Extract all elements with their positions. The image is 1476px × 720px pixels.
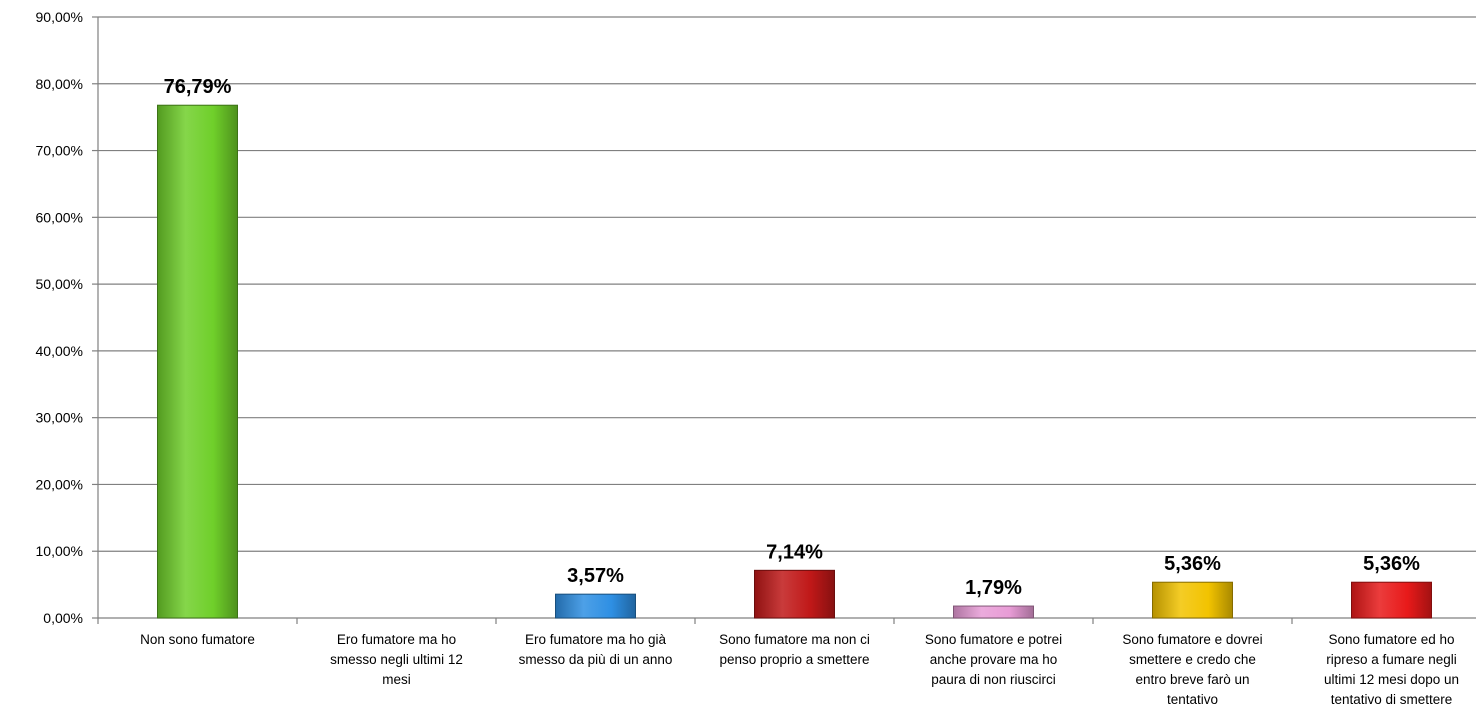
- y-tick-label: 20,00%: [36, 476, 83, 492]
- bar: [1351, 581, 1432, 619]
- bar: [157, 104, 238, 619]
- y-tick-label: 50,00%: [36, 276, 83, 292]
- x-category-label: Ero fumatore ma ho già smesso da più di u…: [519, 632, 673, 667]
- y-tick-label: 90,00%: [36, 9, 83, 25]
- x-category-label: Sono fumatore ma non ci penso proprio a s…: [719, 632, 870, 667]
- bar: [754, 569, 835, 619]
- axes: [97, 17, 1476, 624]
- y-tick-label: 0,00%: [43, 610, 83, 626]
- data-label: 5,36%: [1363, 553, 1420, 575]
- x-category-label: Ero fumatore ma ho smesso negli ultimi 12…: [330, 632, 463, 687]
- x-category-labels: Non sono fumatore Ero fumatore ma ho smess…: [140, 632, 1459, 707]
- bars: [157, 104, 1432, 619]
- data-label: 3,57%: [567, 565, 624, 587]
- y-tick-label: 60,00%: [36, 209, 83, 225]
- gridlines: [92, 16, 1476, 619]
- y-tick-label: 70,00%: [36, 143, 83, 159]
- data-label: 7,14%: [766, 541, 823, 563]
- data-label: 5,36%: [1164, 553, 1221, 575]
- y-tick-label: 30,00%: [36, 410, 83, 426]
- x-category-label: Sono fumatore e potrei anche provare ma h…: [925, 632, 1062, 687]
- data-label: 1,79%: [965, 577, 1022, 599]
- y-tick-label: 10,00%: [36, 543, 83, 559]
- data-labels: 76,79% 3,57% 7,14% 1,79% 5,36% 5,36%: [164, 76, 1420, 599]
- x-category-label: Sono fumatore ed ho ripreso a fumare negl…: [1324, 632, 1459, 707]
- bar: [953, 605, 1034, 619]
- x-category-label: Sono fumatore e dovrei smettere e credo c…: [1122, 632, 1262, 707]
- y-tick-label: 40,00%: [36, 343, 83, 359]
- y-tick-labels: 0,00% 10,00% 20,00% 30,00% 40,00% 50,00% 60,00…: [36, 9, 83, 626]
- data-label: 76,79%: [164, 76, 232, 98]
- x-category-label: Non sono fumatore: [140, 632, 255, 647]
- bar: [555, 593, 636, 619]
- bar: [1152, 581, 1233, 619]
- y-tick-label: 80,00%: [36, 76, 83, 92]
